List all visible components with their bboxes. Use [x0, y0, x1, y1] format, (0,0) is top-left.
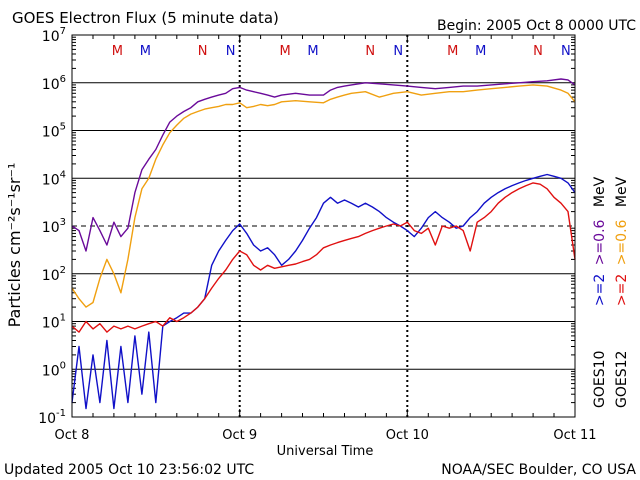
marker-n: N	[393, 44, 403, 59]
legend-goes10-satellite: GOES10	[592, 351, 608, 408]
y-tick-label: 104	[42, 169, 66, 188]
x-axis-label: Universal Time	[277, 444, 374, 459]
legend-goes12-unit: MeV	[614, 176, 630, 207]
plot-frame	[71, 34, 576, 418]
marker-m: M	[279, 44, 290, 59]
begin-label: Begin: 2005 Oct 8 0000 UTC	[437, 18, 636, 34]
y-tick-label: 102	[42, 265, 66, 284]
marker-m: M	[140, 44, 151, 59]
y-tick-label: 100	[42, 360, 66, 379]
x-tick-label: Oct 11	[553, 428, 596, 443]
y-axis-tick-labels: 107 106 105 104 103 102 101 100 10-1	[38, 26, 66, 427]
chart-title: GOES Electron Flux (5 minute data)	[12, 9, 279, 27]
grid-lines	[72, 82, 575, 370]
series-line-1	[71, 84, 576, 308]
footer-updated: Updated 2005 Oct 10 23:56:02 UTC	[4, 462, 254, 478]
y-tick-label: 106	[42, 74, 66, 93]
legend-goes10-unit: MeV	[592, 176, 608, 207]
marker-n: N	[561, 44, 571, 59]
marker-n: N	[533, 44, 543, 59]
y-tick-label: 105	[42, 122, 66, 141]
marker-n: N	[226, 44, 236, 59]
y-axis-label: Particles cm⁻²s⁻¹sr⁻¹	[5, 163, 24, 328]
legend-goes10: GOES10 >=2 >=0.6 MeV	[592, 176, 608, 408]
series-lines	[71, 78, 576, 410]
legend-goes12-ge2: >=2	[614, 274, 630, 306]
legend-goes12-ge06: >=0.6	[614, 219, 630, 265]
legend: GOES10 >=2 >=0.6 MeV GOES12 >=2 >=0.6 Me…	[592, 176, 630, 408]
marker-m: M	[447, 44, 458, 59]
x-axis-tick-labels: Oct 8 Oct 9 Oct 10 Oct 11	[55, 428, 597, 443]
y-tick-label: 103	[42, 217, 66, 236]
marker-n: N	[365, 44, 375, 59]
x-tick-label: Oct 8	[55, 428, 90, 443]
legend-goes10-ge2: >=2	[592, 274, 608, 306]
legend-goes12: GOES12 >=2 >=0.6 MeV	[614, 176, 630, 408]
legend-goes10-ge06: >=0.6	[592, 219, 608, 265]
y-tick-label: 10-1	[38, 408, 66, 427]
series-line-2	[71, 173, 576, 410]
day-divider-lines	[238, 35, 409, 417]
y-tick-label: 101	[42, 313, 66, 332]
x-tick-label: Oct 10	[386, 428, 429, 443]
series-line-3	[71, 182, 576, 333]
marker-m: M	[475, 44, 486, 59]
y-tick-label: 107	[42, 26, 66, 45]
marker-m: M	[112, 44, 123, 59]
minor-ticks	[71, 35, 576, 417]
footer-source: NOAA/SEC Boulder, CO USA	[441, 462, 636, 478]
marker-m: M	[307, 44, 318, 59]
legend-goes12-satellite: GOES12	[614, 351, 630, 408]
series-line-0	[71, 78, 576, 252]
x-tick-label: Oct 9	[222, 428, 257, 443]
marker-n: N	[198, 44, 208, 59]
